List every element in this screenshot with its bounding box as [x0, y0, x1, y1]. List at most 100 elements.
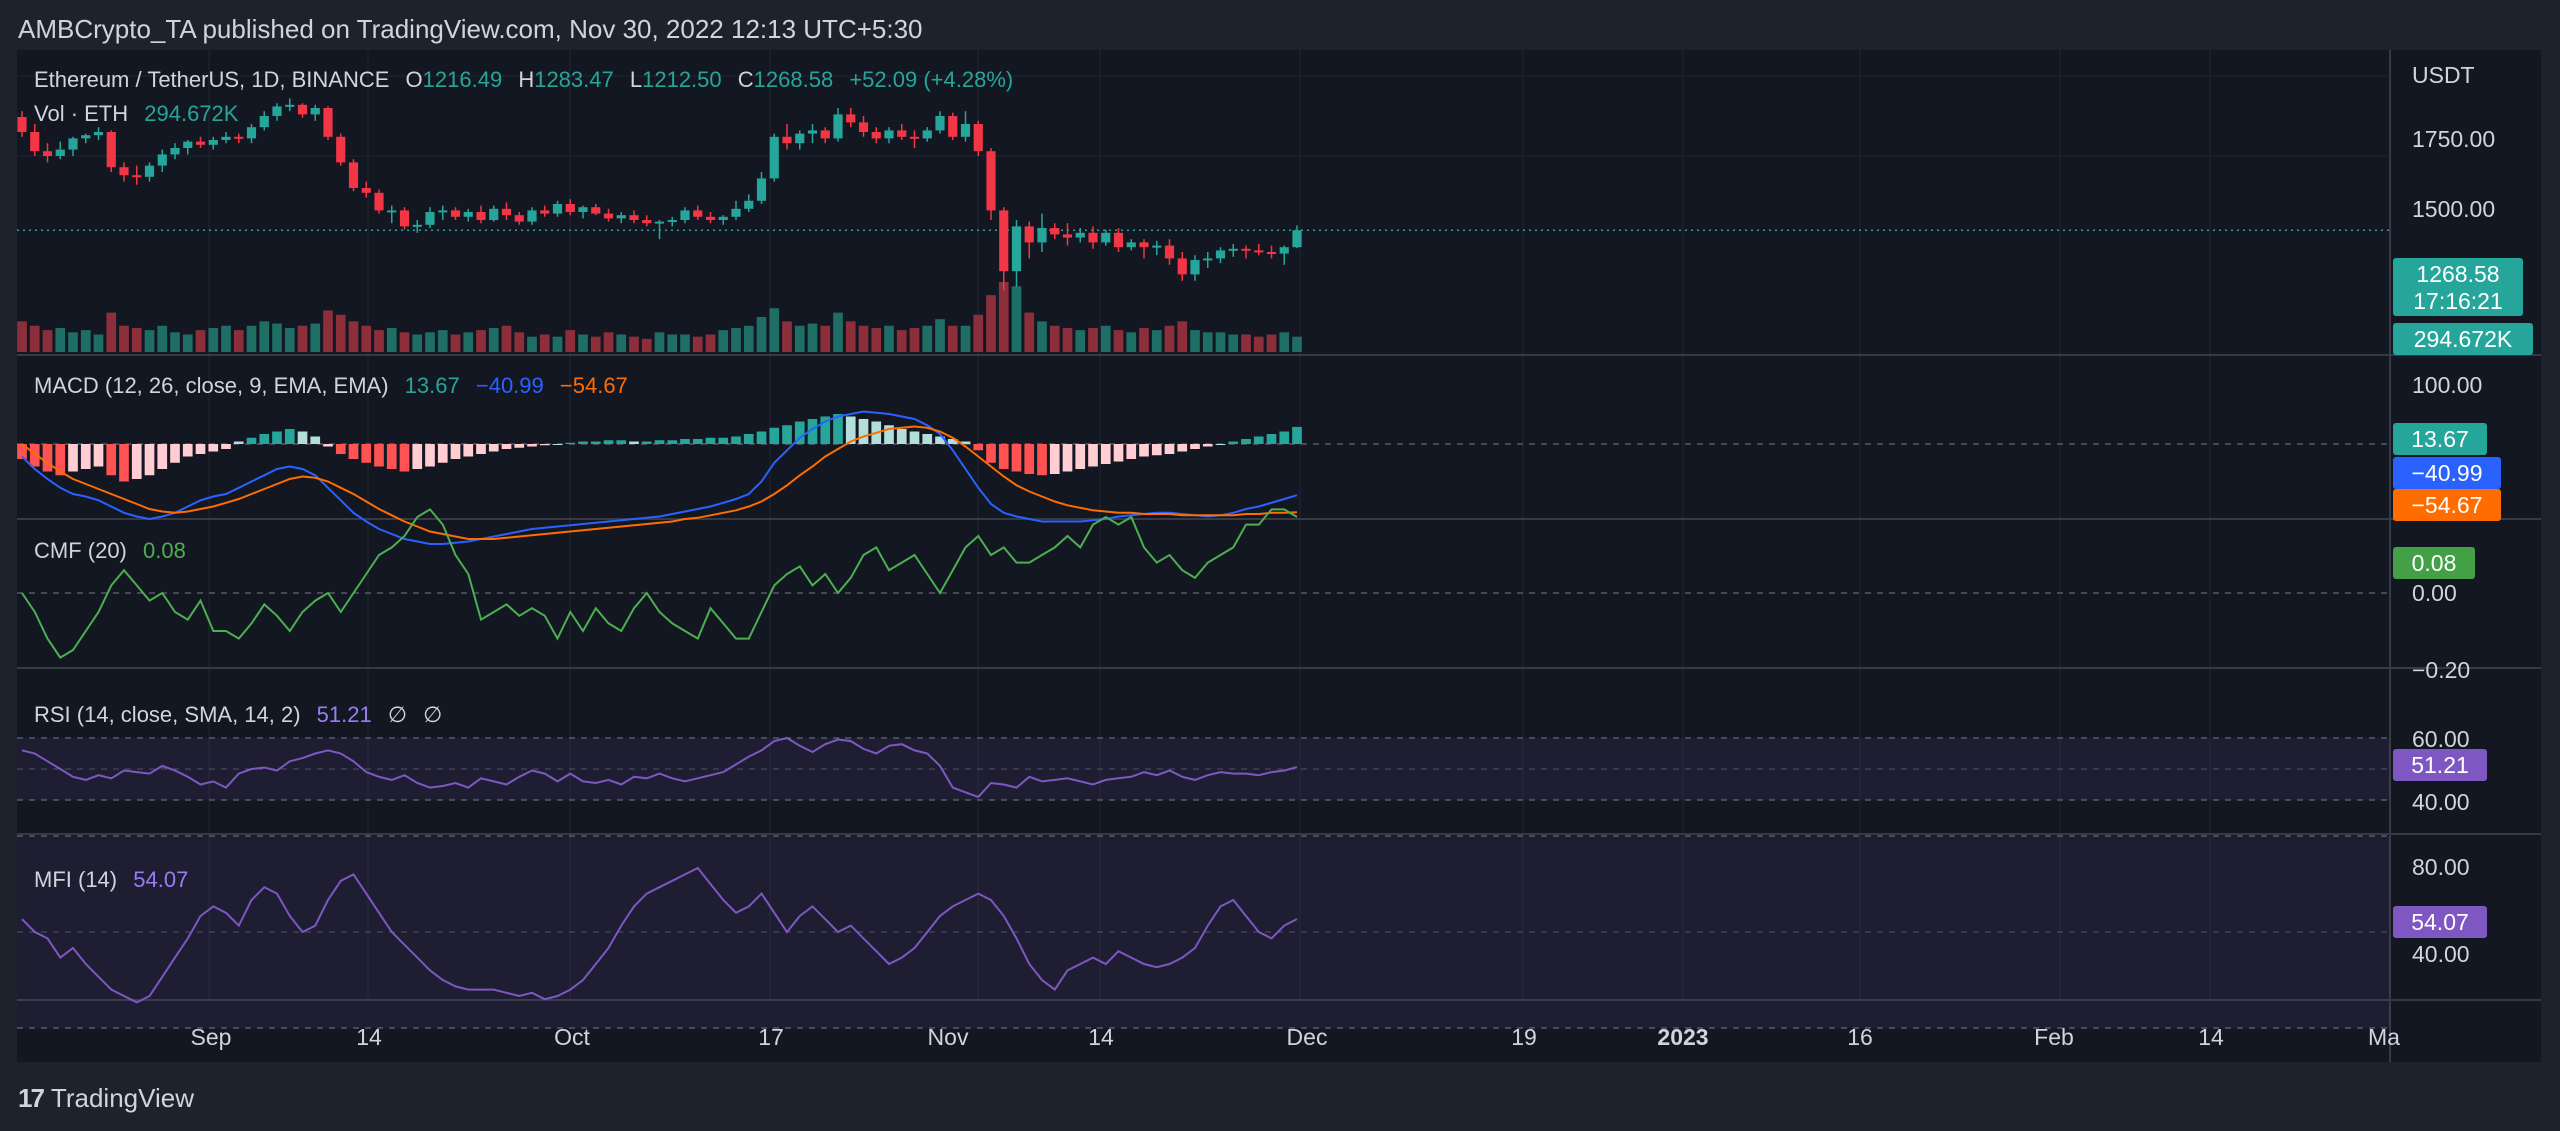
- macd-hist-bar-37: [488, 444, 499, 452]
- last-price-badge: 1268.58: [2393, 258, 2523, 290]
- rsi-hide-icon[interactable]: ∅: [387, 702, 408, 727]
- volume-bar-37: [488, 327, 499, 352]
- mfi-tick-40: 40.00: [2412, 941, 2470, 967]
- candle-body-21: [285, 104, 295, 107]
- volume-bar-57: [743, 325, 754, 352]
- volume-bar-73: [947, 325, 958, 352]
- volume-bar-46: [603, 332, 614, 352]
- candle-body-8: [119, 167, 129, 176]
- volume-bar-43: [565, 330, 576, 352]
- volume-bar-90: [1164, 325, 1175, 352]
- macd-hist-bar-58: [756, 431, 767, 444]
- macd-hist-bar-87: [1126, 444, 1137, 459]
- volume-bar-74: [960, 325, 971, 352]
- candle-body-51: [667, 220, 677, 222]
- rsi-settings-icon[interactable]: ∅: [423, 702, 443, 727]
- macd-hist-bar-39: [514, 444, 525, 448]
- volume-bar-62: [807, 323, 818, 352]
- candle-body-23: [310, 108, 320, 115]
- macd-hist-bar-45: [590, 441, 601, 444]
- macd-hist-bar-47: [616, 440, 627, 444]
- x-tick-label-5: 14: [1088, 1024, 1114, 1050]
- macd-hist-bar-98: [1266, 434, 1277, 444]
- macd-hist-bar-3: [55, 444, 66, 476]
- volume-bar-28: [374, 330, 384, 352]
- volume-legend: Vol · ETH 294.672K: [34, 101, 248, 127]
- candle-body-53: [693, 210, 703, 217]
- volume-bar-35: [463, 332, 474, 352]
- volume-bar-58: [756, 317, 767, 352]
- macd-hist-bar-69: [896, 429, 907, 444]
- macd-hist-bar-19: [259, 434, 270, 444]
- candle-body-56: [731, 208, 741, 217]
- macd-hist-bar-65: [845, 416, 856, 444]
- macd-hist-bar-20: [272, 431, 282, 444]
- macd-hist-bar-27: [361, 444, 372, 463]
- candle-body-99: [1279, 247, 1289, 254]
- volume-bar-71: [922, 325, 933, 352]
- tradingview-brand[interactable]: 17 TradingView: [18, 1083, 194, 1114]
- macd-hist-bar-53: [692, 439, 703, 444]
- volume-bar-29: [386, 327, 397, 352]
- volume-bar-79: [1024, 312, 1035, 352]
- x-tick-label-4: Nov: [927, 1024, 969, 1050]
- main-legend: Ethereum / TetherUS, 1D, BINANCE O1216.4…: [34, 67, 1023, 93]
- candle-body-75: [973, 124, 983, 152]
- macd-hist-bar-79: [1024, 444, 1035, 474]
- macd-hist-bar-23: [310, 436, 321, 444]
- tradingview-wordmark: TradingView: [50, 1083, 194, 1113]
- volume-bar-65: [845, 321, 856, 352]
- macd-hist-bar-74: [960, 441, 971, 444]
- candle-body-89: [1152, 245, 1162, 248]
- macd-hist-bar-17: [233, 441, 244, 444]
- macd-signal-line: [21, 425, 1298, 540]
- volume-bar-66: [858, 325, 869, 352]
- volume-bar-85: [1100, 325, 1111, 352]
- candle-body-10: [144, 165, 155, 177]
- candle-body-60: [782, 136, 792, 144]
- macd-hist-bar-78: [1011, 444, 1022, 472]
- volume-bar-17: [233, 330, 244, 352]
- volume-bar-14: [195, 330, 206, 352]
- candle-body-47: [616, 215, 626, 219]
- macd-hist-bar-77: [998, 444, 1009, 469]
- macd-hist-bar-54: [705, 437, 716, 444]
- macd-hist-bar-18: [246, 437, 257, 444]
- volume-bar-54: [705, 334, 716, 352]
- cmf-line: [21, 508, 1298, 659]
- x-tick-label-11: 14: [2198, 1024, 2224, 1050]
- candle-body-57: [744, 200, 754, 209]
- macd-hist-bar-0: [17, 444, 27, 459]
- candle-body-79: [1024, 226, 1034, 243]
- macd-hist-bar-26: [348, 444, 359, 459]
- volume-bar-100: [1292, 336, 1302, 352]
- volume-bar-5: [80, 330, 91, 352]
- volume-bar-63: [820, 325, 831, 352]
- macd-hist-bar-99: [1279, 431, 1290, 444]
- candle-body-2: [42, 151, 53, 156]
- candle-body-73: [948, 116, 958, 137]
- volume-bar-30: [399, 332, 410, 352]
- price-tick-1500: 1500.00: [2412, 196, 2496, 222]
- change-value: +52.09 (+4.28%): [849, 67, 1014, 92]
- volume-bar-92: [1190, 330, 1200, 352]
- macd-hist-bar-30: [399, 444, 410, 472]
- macd-tick-100: 100.00: [2412, 372, 2483, 398]
- series-marks: [17, 98, 1302, 1004]
- candle-body-74: [960, 124, 971, 137]
- candle-body-54: [705, 216, 716, 220]
- candle-body-80: [1037, 228, 1047, 243]
- candle-body-19: [259, 116, 269, 128]
- candle-body-46: [603, 213, 614, 219]
- candle-body-24: [323, 108, 333, 137]
- volume-bar-82: [1062, 327, 1073, 352]
- candle-body-81: [1050, 228, 1060, 235]
- plot-background: [17, 50, 2541, 1062]
- volume-bar-44: [578, 334, 588, 352]
- volume-bar-22: [297, 325, 308, 352]
- x-tick-label-10: Feb: [2034, 1024, 2074, 1050]
- x-tick-label-9: 16: [1847, 1024, 1873, 1050]
- volume-bar-69: [896, 330, 907, 352]
- x-tick-label-3: 17: [758, 1024, 784, 1050]
